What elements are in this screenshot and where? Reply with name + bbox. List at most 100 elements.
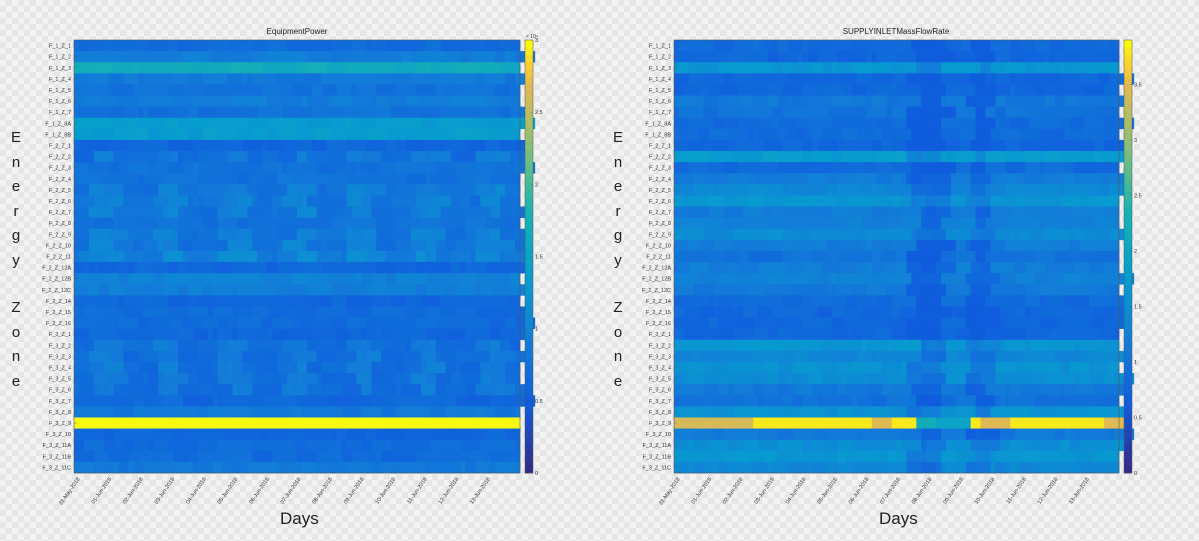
heatmap-cell [445,339,456,352]
colorbar-segment [525,371,533,380]
heatmap-cell [148,317,164,329]
heatmap-cell [970,317,976,329]
heatmap-cell [485,428,491,440]
heatmap-cell [386,439,392,452]
heatmap-cell [812,40,833,52]
heatmap-cell [138,406,159,418]
heatmap-cell [817,373,823,385]
heatmap-cell [143,461,159,474]
heatmap-cell [326,184,347,196]
colorbar-segment [1124,263,1132,272]
x-tick-label: 06-Jun-2018 [248,477,271,506]
colorbar-segment [525,177,533,185]
heatmap-cell [832,95,853,107]
heatmap-cell [420,295,442,307]
heatmap-cell [113,117,124,130]
heatmap-cell [113,273,119,285]
heatmap-cell [292,384,298,396]
heatmap-cell [78,306,85,318]
x-tick-label: 10-Jun-2018 [974,477,997,506]
heatmap-cell [1049,62,1056,74]
heatmap-cell [460,184,466,196]
heatmap-cell [941,250,957,263]
heatmap-cell [138,239,144,252]
heatmap-cell [252,40,268,52]
heatmap-cell [500,40,521,52]
heatmap-cell [1094,73,1100,85]
colorbar-segment [1124,422,1132,431]
heatmap-cell [787,450,798,463]
heatmap-cell [886,184,897,196]
heatmap-cell [688,295,709,307]
heatmap-cell [1094,40,1110,52]
heatmap-cell [906,317,912,329]
heatmap-cell [158,373,164,385]
heatmap-cell [415,284,427,296]
heatmap-cell [1005,139,1021,152]
heatmap-cell [1099,184,1105,196]
heatmap-cell [980,84,996,96]
heatmap-cell [74,428,85,440]
heatmap-cell [465,228,476,241]
heatmap-cell [1025,306,1031,318]
heatmap-cell [1099,250,1120,263]
heatmap-cell [202,51,209,63]
heatmap-cell [797,228,813,241]
heatmap-cell [802,217,823,230]
heatmap-cell [108,417,129,429]
heatmap-cell [515,328,531,341]
colorbar-segment [1124,220,1132,229]
heatmap-cell [197,350,219,363]
heatmap-cell [192,273,204,285]
heatmap-cell [277,361,298,374]
ylabel-letter [6,273,26,296]
heatmap-cell [842,395,853,407]
heatmap-cell [326,450,332,463]
heatmap-cell [510,51,516,63]
heatmap-cell [257,106,278,119]
heatmap-cell [936,461,942,474]
heatmap-cell [1074,406,1090,418]
heatmap-cell [480,373,491,385]
heatmap-cell [1059,439,1070,452]
heatmap-cell [1030,195,1051,207]
heatmap-cell [118,328,139,341]
heatmap-cell [891,40,912,52]
heatmap-cell [143,184,159,196]
colorbar-segment [1124,54,1132,63]
heatmap-cell [861,328,878,341]
heatmap-cell [822,162,828,174]
heatmap-cell [217,162,223,174]
heatmap-cell [406,428,422,440]
heatmap-cell [158,384,164,396]
heatmap-cell [772,62,784,74]
heatmap-cell [1109,361,1120,374]
heatmap-cell [257,195,268,207]
heatmap-cell [950,184,971,196]
heatmap-cell [738,84,759,96]
heatmap-cell [237,106,253,119]
heatmap-cell [435,350,442,363]
heatmap-cell [827,350,838,363]
heatmap-cell [945,284,952,296]
heatmap-cell [341,384,362,396]
heatmap-cell [455,361,461,374]
heatmap-cell [891,406,897,418]
heatmap-cell [832,217,848,230]
heatmap-cell [837,62,853,74]
heatmap-cell [941,406,957,418]
heatmap-cells [674,40,1135,474]
heatmap-cell [777,95,789,107]
heatmap-cell [1099,273,1115,285]
heatmap-cell [822,217,833,230]
heatmap-cell [1099,173,1110,185]
heatmap-cell [425,461,442,474]
heatmap-cell [366,361,372,374]
heatmap-cell [222,117,233,130]
heatmap-cell [163,317,174,329]
heatmap-cell [74,84,90,96]
heatmap-cell [490,117,511,130]
heatmap-cell [901,206,922,218]
heatmap-cell [1015,339,1026,352]
heatmap-cell [1034,273,1051,285]
